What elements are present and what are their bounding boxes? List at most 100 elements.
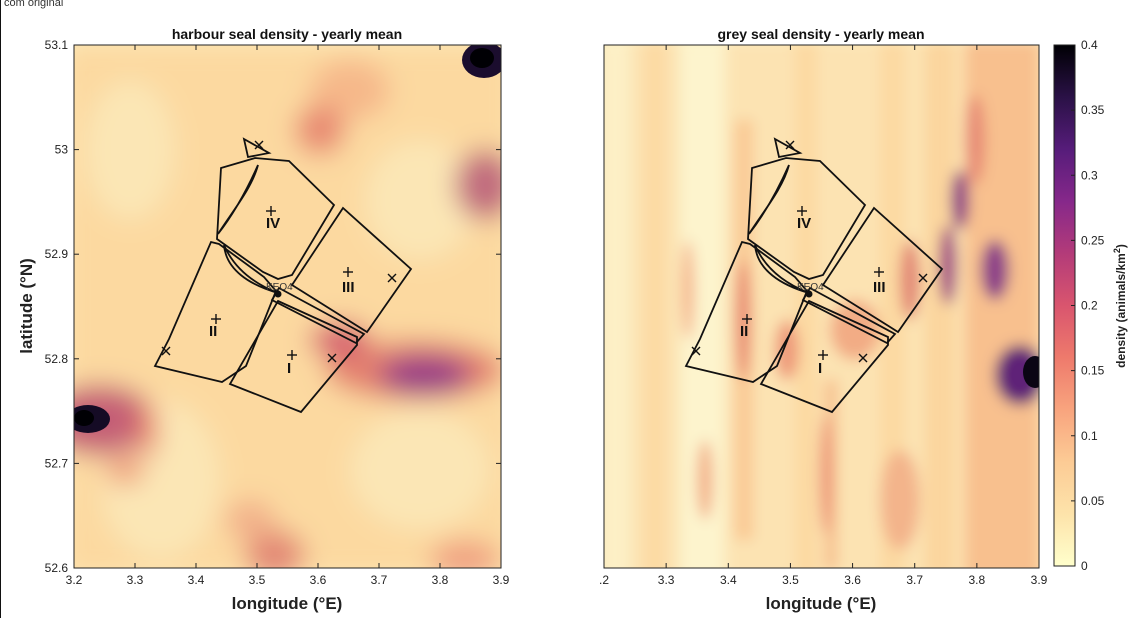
x-tick-label: 3.3 — [658, 573, 675, 587]
site-label-ii: II — [740, 323, 748, 340]
site-iii-outline — [821, 206, 944, 334]
site-small-triangle — [242, 137, 272, 159]
colorbar-tick-label: 0.4 — [1081, 38, 1098, 52]
site-iv-outline — [216, 157, 336, 280]
site-iv-cable-loop — [217, 164, 259, 235]
colorbar-tick-label: 0.05 — [1081, 494, 1105, 508]
site-label-iv: IV — [266, 215, 280, 232]
y-tick-label: 52.8 — [45, 352, 69, 366]
x-tick-label: 3.8 — [432, 573, 449, 587]
x-tick-label: 3.6 — [844, 573, 861, 587]
density-hotspot-ne-core — [470, 48, 494, 68]
harbour-seal-panel: KEO4 IV III II I 3.2 3.3 3.4 3.5 3.6 3.7 3.8 3.… — [17, 26, 510, 613]
cross-marker — [327, 353, 337, 363]
x-axis-label: longitude (°E) — [766, 594, 877, 613]
site-iv-outline — [747, 157, 867, 280]
site-label-iii: III — [342, 279, 355, 296]
x-tick-label: 3.7 — [906, 573, 923, 587]
colorbar-tick-label: 0.3 — [1081, 168, 1098, 182]
colorbar-tick-label: 0.2 — [1081, 299, 1098, 313]
y-tick-label: 52.7 — [45, 456, 69, 470]
site-i-outline — [228, 299, 358, 414]
x-tick-label: 3.5 — [249, 573, 266, 587]
colorbar-tick-label: 0 — [1081, 559, 1088, 573]
plus-marker — [818, 350, 828, 360]
site-i-outline — [759, 299, 889, 414]
density-field — [604, 45, 1039, 568]
x-tick-label: 3.5 — [782, 573, 799, 587]
density-hotspot-sw-core — [74, 410, 94, 426]
x-tick-label: 3.3 — [127, 573, 144, 587]
colorbar: 0 0.05 0.1 0.15 0.2 0.25 0.3 0.35 0.4 density (a… — [1053, 38, 1128, 573]
grey-seal-panel: KEO4 IV III II I .2 3.3 3.4 3.5 3.6 3.7 3.8 3.9… — [599, 26, 1048, 613]
caption-fragment: com original — [4, 0, 64, 9]
x-tick-label: 3.8 — [969, 573, 986, 587]
x-tick-label: 3.7 — [371, 573, 388, 587]
survey-sites — [684, 137, 944, 414]
y-tick-label: 52.9 — [45, 247, 69, 261]
x-tick-label: 3.9 — [1031, 573, 1048, 587]
x-tick-label: 3.9 — [493, 573, 510, 587]
site-ii-outline — [684, 240, 809, 383]
plus-marker — [343, 267, 353, 277]
x-tick-label: 3.2 — [66, 573, 83, 587]
site-small-triangle — [773, 137, 803, 159]
plus-marker — [742, 314, 752, 324]
x-tick-label: 3.6 — [310, 573, 327, 587]
colorbar-label: density (animals/km2) — [1112, 244, 1128, 368]
site-label-iv: IV — [797, 215, 811, 232]
colorbar-ticks: 0 0.05 0.1 0.15 0.2 0.25 0.3 0.35 0.4 — [1071, 38, 1105, 573]
y-axis-label: latitude (°N) — [17, 258, 36, 354]
cross-marker — [161, 346, 171, 356]
density-hotspot-e — [1023, 356, 1039, 388]
y-tick-label: 53 — [55, 143, 69, 157]
y-tick-label: 53.1 — [45, 38, 69, 52]
cable-corridor — [270, 286, 366, 345]
plus-marker — [211, 314, 221, 324]
colorbar-tick-label: 0.1 — [1081, 429, 1098, 443]
colorbar-tick-label: 0.15 — [1081, 364, 1105, 378]
x-tick-label: 3.4 — [720, 573, 737, 587]
density-field — [74, 45, 501, 568]
cross-marker — [387, 273, 397, 283]
cross-marker — [785, 140, 795, 150]
cross-marker — [691, 346, 701, 356]
cross-marker — [858, 353, 868, 363]
colorbar-tick-label: 0.25 — [1081, 233, 1105, 247]
y-tick-label: 52.6 — [45, 561, 69, 575]
axes-box — [603, 44, 1040, 569]
colorbar-tick-label: 0.35 — [1081, 103, 1105, 117]
site-ii-outline — [153, 240, 278, 383]
plus-marker — [266, 206, 276, 216]
x-tick-label: .2 — [599, 573, 609, 587]
site-markers — [161, 140, 397, 363]
colorbar-label-text: density (animals/km — [1114, 253, 1128, 368]
site-label-i: I — [287, 360, 291, 377]
x-axis-label: longitude (°E) — [232, 594, 343, 613]
plus-marker — [287, 350, 297, 360]
colorbar-label-close: ) — [1114, 244, 1128, 248]
cable-corridor — [801, 286, 897, 345]
x-tick-label: 3.4 — [188, 573, 205, 587]
axis-ticks: .2 3.3 3.4 3.5 3.6 3.7 3.8 3.9 — [599, 45, 1048, 587]
station-keo4-label: KEO4 — [266, 282, 293, 293]
plus-marker — [797, 206, 807, 216]
site-iv-cable-loop — [748, 164, 790, 235]
colorbar-label-superscript: 2 — [1112, 248, 1122, 253]
axis-ticks: 3.2 3.3 3.4 3.5 3.6 3.7 3.8 3.9 52.6 52.7 52.8 52.9… — [45, 38, 510, 587]
plus-marker — [874, 267, 884, 277]
axes-box — [73, 44, 502, 569]
station-keo4-dot — [274, 290, 282, 298]
station-keo4-dot — [805, 290, 813, 298]
cross-marker — [918, 273, 928, 283]
station-keo4-label: KEO4 — [797, 282, 824, 293]
site-label-i: I — [818, 360, 822, 377]
site-markers — [691, 140, 928, 363]
chart-title: grey seal density - yearly mean — [718, 26, 925, 42]
site-label-ii: II — [209, 323, 217, 340]
cross-marker — [254, 140, 264, 150]
chart-title: harbour seal density - yearly mean — [172, 26, 402, 42]
site-label-iii: III — [873, 279, 886, 296]
